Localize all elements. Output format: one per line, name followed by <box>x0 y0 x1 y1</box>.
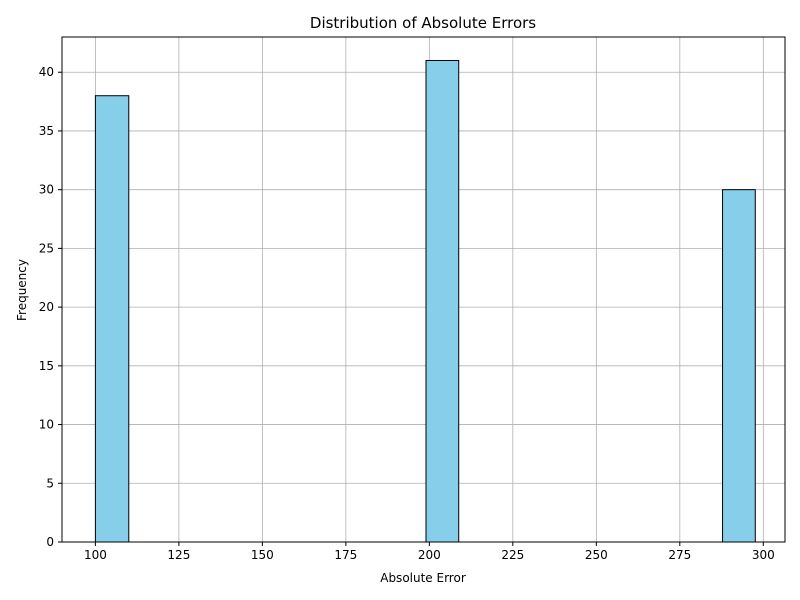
y-tick-label: 40 <box>39 65 54 79</box>
y-tick-label: 25 <box>39 241 54 255</box>
plot-frame <box>61 36 786 543</box>
x-tick-label: 125 <box>167 548 190 562</box>
histogram-bar <box>425 59 460 543</box>
x-tick-label: 175 <box>334 548 357 562</box>
x-axis-ticks: 100 125 150 175 200 225 250 275 300 <box>84 542 775 562</box>
x-tick-label: 250 <box>585 548 608 562</box>
x-tick-label: 300 <box>752 548 775 562</box>
x-axis-label: Absolute Error <box>380 571 466 585</box>
y-tick-label: 20 <box>39 300 54 314</box>
x-tick-label: 150 <box>251 548 274 562</box>
y-axis-label: Frequency <box>15 259 29 321</box>
x-tick-label: 100 <box>84 548 107 562</box>
y-tick-label: 5 <box>46 476 54 490</box>
chart-title: Distribution of Absolute Errors <box>310 14 536 32</box>
y-tick-label: 30 <box>39 183 54 197</box>
histogram-bars <box>94 59 756 543</box>
y-tick-label: 10 <box>39 418 54 432</box>
x-tick-label: 200 <box>418 548 441 562</box>
y-tick-label: 15 <box>39 359 54 373</box>
histogram-bar <box>722 189 756 543</box>
histogram-bar <box>94 95 130 543</box>
y-tick-label: 0 <box>46 535 54 549</box>
x-tick-label: 275 <box>668 548 691 562</box>
y-tick-label: 35 <box>39 124 54 138</box>
y-axis-ticks: 0 5 10 15 20 25 30 35 40 <box>39 65 62 549</box>
x-tick-label: 225 <box>501 548 524 562</box>
